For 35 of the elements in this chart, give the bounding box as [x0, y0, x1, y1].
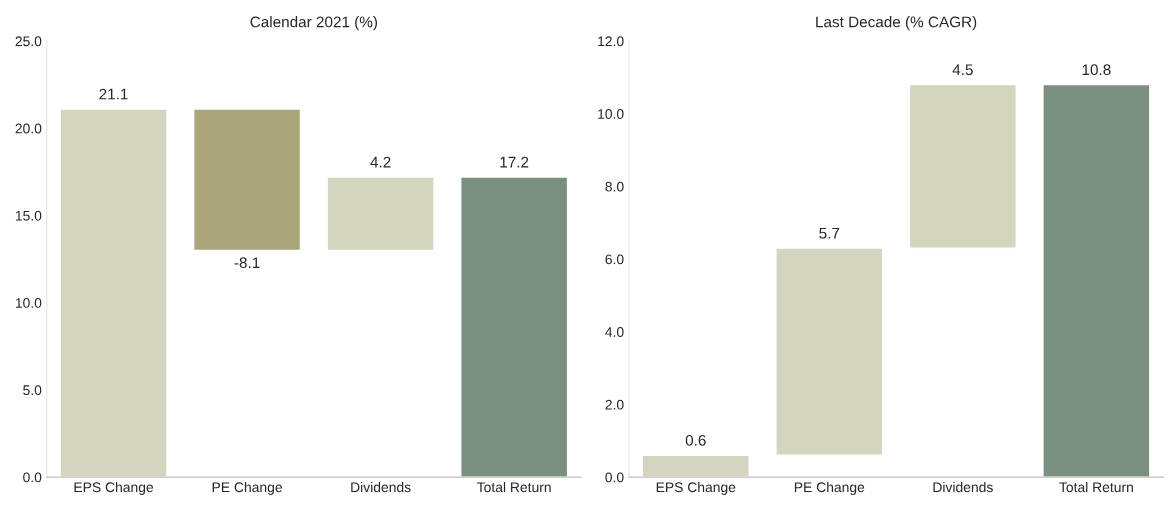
y-tick-label: 20.0 [15, 123, 42, 134]
x-tick-label: Total Return [1059, 481, 1133, 493]
data-label: 10.8 [1082, 64, 1111, 76]
x-tick-label: Total Return [477, 481, 551, 493]
data-label: 17.2 [500, 156, 529, 168]
data-label: 0.6 [685, 434, 706, 446]
y-tick-label: 5.0 [23, 385, 42, 396]
data-label: 5.7 [819, 227, 840, 239]
x-tick-label: EPS Change [74, 481, 154, 495]
y-tick-label: 12.0 [598, 36, 624, 47]
data-label: 21.1 [99, 88, 128, 100]
y-tick-label: 0.0 [23, 472, 42, 483]
data-label: 4.2 [370, 156, 391, 168]
x-tick-label: PE Change [794, 481, 865, 495]
chart-title: Last Decade (% CAGR) [816, 16, 977, 31]
y-tick-label: 10.0 [598, 109, 624, 119]
y-tick-label: 0.0 [605, 472, 624, 483]
x-tick-label: EPS Change [656, 481, 736, 495]
x-tick-label: PE Change [212, 481, 282, 495]
bar [908, 83, 1017, 249]
bar [775, 247, 884, 456]
data-label: -8.1 [234, 257, 260, 269]
y-tick-label: 15.0 [15, 210, 42, 221]
y-tick-label: 25.0 [15, 36, 42, 47]
bar [641, 454, 750, 478]
x-tick-label: Dividends [351, 481, 411, 493]
x-tick-label: Dividends [933, 481, 993, 493]
y-tick-label: 4.0 [605, 327, 624, 337]
y-tick-label: 8.0 [605, 181, 624, 192]
chart-title: Calendar 2021 (%) [250, 16, 378, 31]
y-tick-label: 10.0 [15, 298, 42, 308]
bar [1042, 83, 1151, 478]
data-label: 4.5 [952, 64, 973, 76]
y-tick-label: 2.0 [605, 399, 624, 410]
y-tick-label: 6.0 [605, 254, 624, 265]
